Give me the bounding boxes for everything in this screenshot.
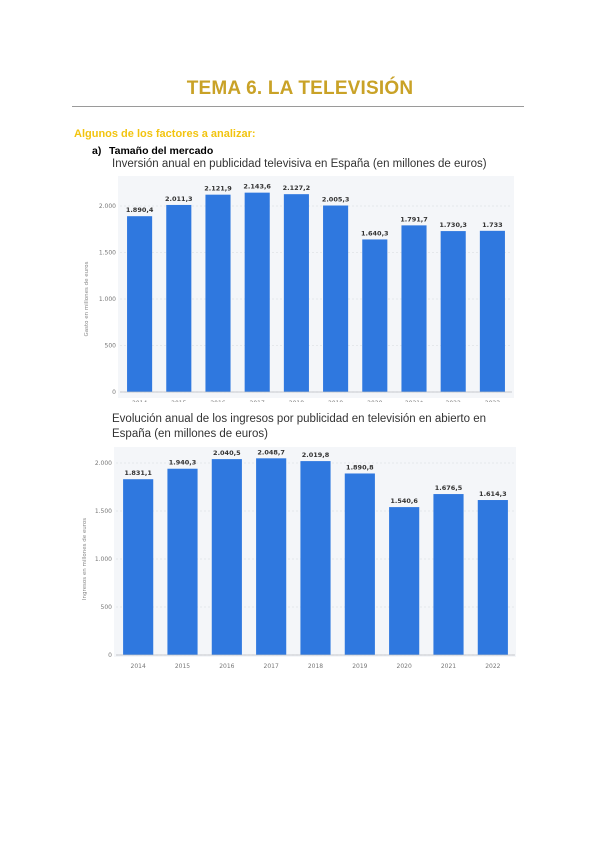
chart-1-investment: 0 500 1.000 1.500 2.000 Gasto en millones de … (84, 176, 514, 402)
chart-1-data-label: 1.791,7 (400, 215, 428, 223)
chart-1-x-tick-label: 2014 (132, 400, 147, 402)
chart-2-bar-2021 (433, 494, 464, 655)
chart-2-data-label: 1.614,3 (479, 490, 507, 498)
chart-1-x-tick-label: 2023 (485, 400, 500, 402)
chart-2-x-tick-label: 2017 (264, 663, 279, 670)
chart-2-bar-2018 (300, 461, 331, 655)
chart-1-y-tick-label: 500 (105, 343, 117, 350)
chart-2-data-label: 2.040,5 (213, 449, 241, 457)
chart-2-x-tick-label: 2021 (441, 663, 456, 670)
chart-2-y-tick-label: 1.000 (95, 556, 112, 563)
chart-2-x-tick-label: 2018 (308, 663, 323, 670)
chart-2-data-label: 1.890,8 (346, 463, 374, 471)
chart-1-bar-2017 (244, 192, 270, 392)
chart-1-bar-2016 (205, 194, 231, 392)
chart-2-data-label: 1.831,1 (124, 469, 152, 477)
chart-2-x-tick-label: 2022 (485, 663, 500, 670)
chart-2-y-tick-label: 2.000 (95, 460, 112, 467)
chart-1-x-tick-label: 2021* (405, 400, 423, 402)
section-heading: Algunos de los factores a analizar: (74, 128, 256, 140)
chart-1-x-tick-label: 2019 (328, 400, 343, 402)
chart-1-y-tick-label: 1.500 (99, 250, 116, 257)
chart-1-data-label: 2.143,6 (243, 183, 271, 191)
chart-2-bar-2016 (211, 459, 242, 655)
chart-2-data-label: 2.019,8 (302, 451, 330, 459)
chart-1-data-label: 1.733 (482, 221, 503, 229)
chart-2-y-tick-label: 1.500 (95, 508, 112, 515)
chart-1-data-label: 2.005,3 (322, 196, 350, 204)
chart-2-data-label: 1.676,5 (435, 484, 463, 492)
chart-2-bar-2015 (167, 468, 198, 655)
chart-1-y-axis-label: Gasto en millones de euros (84, 261, 90, 336)
chart-1-bar-2021* (401, 225, 427, 392)
chart-2-data-label: 2.048,7 (257, 448, 285, 456)
chart-2-x-tick-label: 2014 (131, 663, 146, 670)
chart-2-x-tick-label: 2015 (175, 663, 190, 670)
chart-1-x-tick-label: 2015 (171, 400, 186, 402)
chart-1-bar-2014 (127, 216, 153, 392)
chart-1-x-tick-label: 2017 (250, 400, 265, 402)
document-title: TEMA 6. LA TELEVISIÓN (186, 78, 414, 99)
title-divider (72, 106, 524, 107)
list-item-text: Tamaño del mercado (109, 145, 214, 157)
chart-1-data-label: 2.011,3 (165, 195, 193, 203)
list-item: a) Tamaño del mercado (92, 145, 213, 157)
chart-2-data-label: 1.540,6 (390, 497, 418, 505)
chart-2-data-label: 1.940,3 (169, 459, 197, 467)
chart-2-y-axis-label: Ingresos en millones de euros (82, 518, 88, 600)
chart-1-x-tick-label: 2016 (210, 400, 225, 402)
chart-1-data-label: 1.640,3 (361, 229, 389, 237)
chart-1-y-tick-label: 2.000 (99, 203, 116, 210)
chart-1-bar-2020 (362, 239, 388, 392)
list-marker: a) (92, 145, 102, 157)
chart-1-y-tick-label: 0 (112, 389, 116, 396)
chart-1-x-tick-label: 2022 (446, 400, 461, 402)
chart-2-y-tick-label: 500 (101, 604, 113, 611)
chart-1-x-tick-label: 2018 (289, 400, 304, 402)
chart-1-y-tick-label: 1.000 (99, 296, 116, 303)
chart-1-data-label: 2.121,9 (204, 185, 232, 193)
chart-1-bar-2018 (283, 194, 309, 392)
chart-2-bar-2019 (344, 473, 375, 655)
chart-2-bar-2020 (389, 507, 420, 655)
chart-1-data-label: 1.890,4 (126, 206, 154, 214)
chart-1-data-label: 2.127,2 (283, 184, 311, 192)
chart-2-x-tick-label: 2019 (352, 663, 367, 670)
chart-2-title: Evolución anual de los ingresos por publ… (112, 413, 486, 440)
chart-1-bar-2019 (323, 205, 349, 392)
chart-2-bar-2014 (123, 479, 154, 655)
chart-2-bar-2017 (256, 458, 287, 655)
chart-2-revenue: 0 500 1.000 1.500 2.000 Ingresos en millones … (82, 447, 516, 670)
chart-2-x-tick-label: 2020 (397, 663, 412, 670)
chart-1-bar-2022 (440, 231, 466, 392)
chart-2-bar-2022 (477, 500, 508, 655)
chart-2-x-tick-label: 2016 (219, 663, 234, 670)
chart-1-bar-2023 (479, 230, 505, 392)
chart-1-data-label: 1.730,3 (439, 221, 467, 229)
chart-2-y-tick-label: 0 (108, 652, 112, 659)
chart-1-x-tick-label: 2020 (367, 400, 382, 402)
chart-1-title: Inversión anual en publicidad televisiva… (112, 158, 487, 170)
chart-1-bar-2015 (166, 204, 192, 392)
